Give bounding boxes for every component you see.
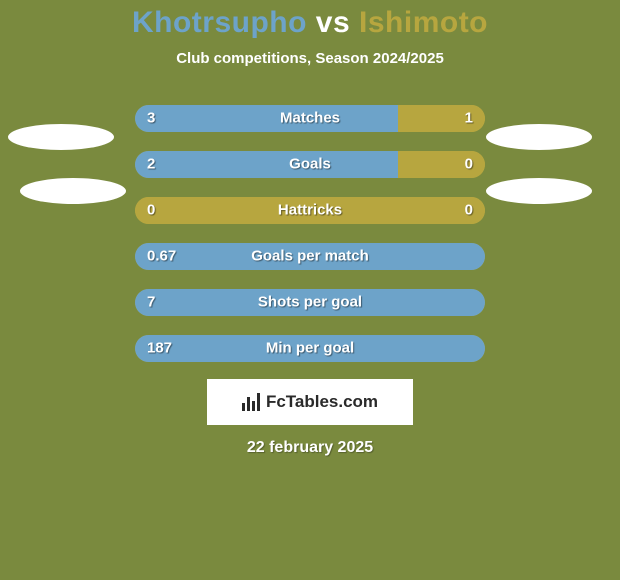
stat-bar-left-segment: [135, 335, 485, 362]
stat-value-left: 0: [147, 202, 155, 219]
stat-row: 187Min per goal: [0, 325, 620, 371]
date-text: 22 february 2025: [0, 439, 620, 457]
stat-row: 0.67Goals per match: [0, 233, 620, 279]
title-vs: vs: [316, 6, 350, 39]
right-ellipse: [486, 124, 592, 150]
stat-value-right: 0: [465, 202, 473, 219]
title-player2: Ishimoto: [359, 6, 488, 39]
title-player1: Khotrsupho: [132, 6, 307, 39]
stat-bar-right-segment: [135, 197, 485, 224]
stat-value-right: 0: [465, 156, 473, 173]
stat-bar-left-segment: [135, 105, 398, 132]
stat-bar-track: 20Goals: [135, 151, 485, 178]
stat-bar-track: 7Shots per goal: [135, 289, 485, 316]
stat-value-left: 7: [147, 294, 155, 311]
brand-text: FcTables.com: [266, 392, 378, 412]
stat-value-left: 3: [147, 110, 155, 127]
stat-bar-track: 187Min per goal: [135, 335, 485, 362]
stat-bar-left-segment: [135, 151, 398, 178]
brand-box: FcTables.com: [207, 379, 413, 425]
stat-value-right: 1: [465, 110, 473, 127]
stat-bar-track: 00Hattricks: [135, 197, 485, 224]
comparison-infographic: Khotrsupho vs Ishimoto Club competitions…: [0, 0, 620, 580]
stat-bar-left-segment: [135, 289, 485, 316]
stat-value-left: 2: [147, 156, 155, 173]
bars-icon: [242, 393, 260, 411]
left-ellipse: [20, 178, 126, 204]
stat-bar-track: 31Matches: [135, 105, 485, 132]
stat-row: 7Shots per goal: [0, 279, 620, 325]
stat-bar-left-segment: [135, 243, 485, 270]
left-ellipse: [8, 124, 114, 150]
title: Khotrsupho vs Ishimoto: [0, 0, 620, 40]
right-ellipse: [486, 178, 592, 204]
stat-bar-track: 0.67Goals per match: [135, 243, 485, 270]
stat-value-left: 187: [147, 340, 172, 357]
subtitle: Club competitions, Season 2024/2025: [0, 50, 620, 67]
stat-value-left: 0.67: [147, 248, 176, 265]
